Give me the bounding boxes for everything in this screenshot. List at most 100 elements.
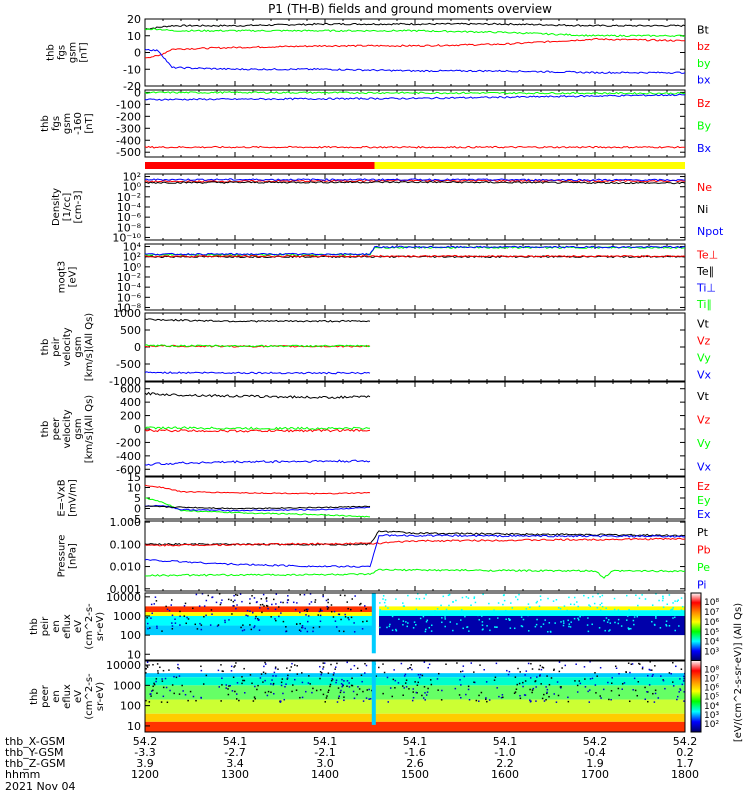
spectrogram-speckle <box>481 624 484 626</box>
spectrogram-speckle <box>535 602 538 604</box>
series-line-Bz <box>144 145 686 149</box>
series-line-bz <box>144 37 686 59</box>
spectrogram-speckle <box>312 630 314 633</box>
spectrogram-speckle <box>583 594 585 597</box>
spectrogram-speckle <box>415 624 417 626</box>
legend-Te⊥: Te⊥ <box>696 248 718 261</box>
spectrogram-speckle <box>279 700 282 702</box>
spectrogram-speckle <box>534 625 537 628</box>
series-line-Ey <box>145 497 371 518</box>
spectrogram-speckle <box>335 666 337 668</box>
spectrogram-speckle <box>587 690 589 693</box>
spectrogram-speckle <box>628 700 631 703</box>
spectrogram-speckle <box>344 616 347 618</box>
spectrogram-speckle <box>531 689 534 691</box>
spectrogram-speckle <box>277 606 280 608</box>
spectrogram-speckle <box>458 694 461 696</box>
spectrogram-speckle <box>610 682 613 684</box>
spectrogram-speckle <box>403 605 406 607</box>
spectrogram-speckle <box>254 685 256 688</box>
spectrogram-speckle <box>257 617 259 620</box>
spectrogram-speckle <box>335 626 338 628</box>
spectrogram-speckle <box>662 597 664 600</box>
spectrogram-band <box>379 610 685 616</box>
spectrogram-speckle <box>256 688 258 691</box>
spectrogram-speckle <box>249 610 251 613</box>
spectrogram-speckle <box>474 601 477 604</box>
legend-Pe: Pe <box>697 561 710 574</box>
spectrogram-speckle <box>346 685 348 687</box>
spectrogram-speckle <box>247 615 249 617</box>
spectrogram-speckle <box>418 598 421 600</box>
series-line-Vt <box>144 318 371 323</box>
spectrogram-speckle <box>448 604 450 607</box>
spectrogram-speckle <box>540 613 542 615</box>
spectrogram-speckle <box>628 608 630 611</box>
spectrogram-speckle <box>576 684 579 687</box>
spectrogram-speckle <box>485 697 487 699</box>
spectrogram-speckle <box>482 593 484 596</box>
spectrogram-speckle <box>303 609 306 612</box>
spectrogram-speckle <box>314 599 317 601</box>
spectrogram-speckle <box>589 678 592 680</box>
spectrogram-speckle <box>308 675 310 677</box>
spectrogram-speckle <box>287 595 289 597</box>
spectrogram-speckle <box>409 666 412 669</box>
y-axis-label-line: Pressure <box>57 535 68 578</box>
spectrogram-speckle <box>203 615 205 618</box>
spectrogram-speckle <box>674 629 676 632</box>
spectrogram-speckle <box>507 673 510 676</box>
spectrogram-speckle <box>444 616 446 618</box>
spectrogram-speckle <box>227 688 229 690</box>
spectrogram-speckle <box>567 619 569 622</box>
spectrogram-speckle <box>262 593 265 596</box>
y-tick-label: 10 <box>127 482 141 495</box>
spectrogram-speckle <box>330 663 332 666</box>
spectrogram-speckle <box>274 608 277 611</box>
spectrogram-speckle <box>369 698 372 700</box>
y-tick-label: -400 <box>116 134 141 147</box>
spectrogram-speckle <box>285 630 287 633</box>
legend-By: By <box>697 120 712 133</box>
x-axis-value: -2.7 <box>224 746 245 759</box>
y-axis-label-line: [km/s](All Qs) <box>84 395 95 463</box>
spectrogram-speckle <box>205 599 208 602</box>
spectrogram-speckle <box>637 681 640 683</box>
y-axis-label-s1: thb peir en eflux eV (cm^2-s-sr-eV) <box>29 603 106 650</box>
spectrogram-speckle <box>299 593 301 596</box>
spectrogram-speckle <box>286 599 289 601</box>
spectrogram-speckle <box>251 595 253 597</box>
x-axis-value: 1400 <box>311 768 339 781</box>
spectrogram-speckle <box>666 603 669 606</box>
spectrogram-speckle <box>315 689 318 692</box>
spectrogram-speckle <box>221 677 223 679</box>
spectrogram-speckle <box>522 681 524 684</box>
spectrogram-speckle <box>161 678 163 680</box>
spectrogram-speckle <box>626 613 628 615</box>
spectrogram-speckle <box>220 700 222 702</box>
spectrogram-speckle <box>286 601 289 604</box>
y-tick-label: -100 <box>116 98 141 111</box>
y-tick-label: 0.010 <box>110 561 142 574</box>
series-line-Pt <box>144 530 686 546</box>
spectrogram-speckle <box>609 629 611 631</box>
spectrogram-speckle <box>351 684 354 687</box>
legend-Ne: Ne <box>697 181 712 194</box>
spectrogram-speckle <box>678 691 680 693</box>
spectrogram-band <box>145 685 685 700</box>
panel-p8: 1.000 0.100 0.010 0.001 Pt Pb Pe Pi <box>110 516 711 596</box>
spectrogram-speckle <box>170 604 173 606</box>
spectrogram-speckle <box>267 690 270 693</box>
spectrogram-speckle <box>280 601 282 604</box>
spectrogram-speckle <box>569 626 572 628</box>
spectrogram-speckle <box>338 695 341 698</box>
spectrogram-speckle <box>386 676 389 679</box>
y-axis-label-line: [nT] <box>79 42 90 62</box>
spectrogram-speckle <box>424 692 426 694</box>
spectrogram-speckle <box>589 661 591 663</box>
spectrogram-speckle <box>368 698 370 700</box>
spectrogram-speckle <box>665 620 668 622</box>
spectrogram-speckle <box>627 662 630 664</box>
legend-Bt: Bt <box>697 23 710 36</box>
spectrogram-speckle <box>382 692 384 695</box>
